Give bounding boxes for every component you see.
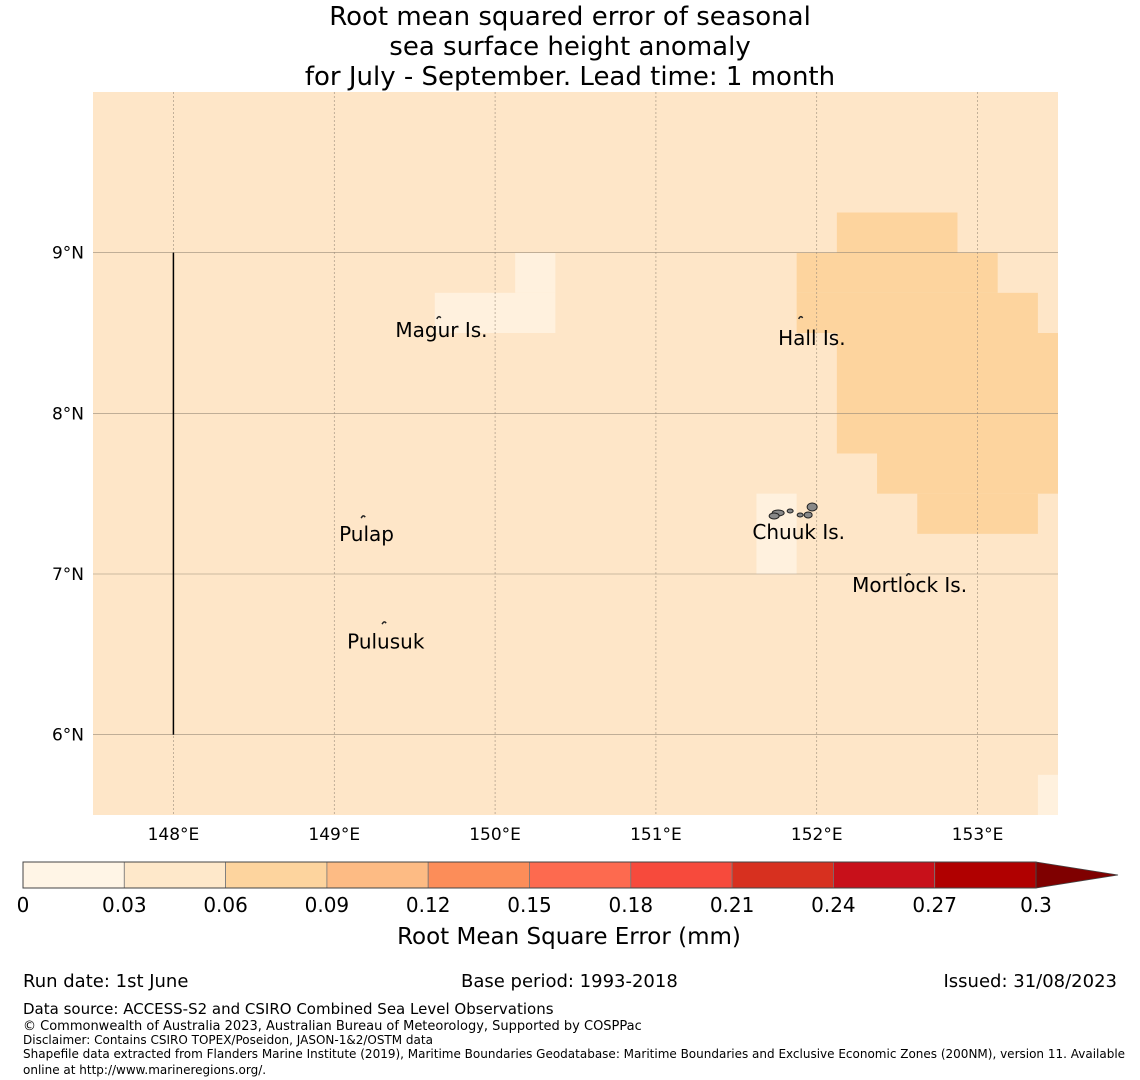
lat-tick-label: 7°N bbox=[52, 565, 84, 585]
lon-tick-label: 151°E bbox=[630, 825, 682, 845]
island-shape bbox=[797, 315, 804, 320]
copyright: © Commonwealth of Australia 2023, Austra… bbox=[23, 1019, 642, 1034]
rmse-cell-high bbox=[836, 212, 958, 253]
disclaimer: Disclaimer: Contains CSIRO TOPEX/Poseido… bbox=[23, 1033, 433, 1047]
colorbar-tick-label: 0.21 bbox=[710, 893, 755, 917]
island-shape bbox=[806, 502, 818, 512]
colorbar: 0 0.03 0.06 0.09 0.12 0.15 0.18 0.21 0.24 0.27 0.3… bbox=[17, 861, 1119, 950]
colorbar-tick-label: 0.15 bbox=[507, 893, 552, 917]
island-shape bbox=[768, 512, 780, 520]
colorbar-segment bbox=[529, 861, 632, 889]
island-label: Mortlock Is. bbox=[852, 573, 967, 597]
island-shape bbox=[796, 512, 804, 518]
island-shape bbox=[436, 315, 442, 320]
island-shape bbox=[360, 515, 366, 519]
title-line-1: Root mean squared error of seasonal bbox=[329, 2, 811, 32]
lat-tick-label: 8°N bbox=[52, 404, 84, 424]
island-label: Magur Is. bbox=[395, 318, 487, 342]
rmse-cell-high bbox=[836, 333, 1058, 454]
colorbar-frame bbox=[22, 861, 1037, 889]
lon-tick-label: 152°E bbox=[791, 825, 843, 845]
lon-tick-label: 150°E bbox=[469, 825, 521, 845]
footer-notes: Data source: ACCESS-S2 and CSIRO Combine… bbox=[23, 1000, 1133, 1078]
colorbar-segment bbox=[123, 861, 227, 889]
colorbar-tick-label: 0.3 bbox=[1020, 893, 1052, 917]
map-plot-area: 148°E 149°E 150°E 151°E 152°E 153°E 9°N 8°N 7°N 6… bbox=[52, 92, 1058, 845]
island-label: Hall Is. bbox=[778, 326, 845, 350]
colorbar-tick-label: 0.06 bbox=[203, 893, 248, 917]
colorbar-tick-label: 0.27 bbox=[912, 893, 957, 917]
map-figure: 148°E 149°E 150°E 151°E 152°E 153°E 9°N 8°N 7°N 6… bbox=[17, 92, 1119, 950]
colorbar-segment bbox=[731, 861, 834, 889]
island-label: Pulap bbox=[339, 522, 394, 546]
lon-tick-label: 149°E bbox=[308, 825, 360, 845]
run-date: Run date: 1st June bbox=[23, 971, 189, 992]
colorbar-segment bbox=[427, 861, 530, 889]
rmse-cell-low bbox=[756, 493, 797, 575]
base-period: Base period: 1993-2018 bbox=[461, 971, 678, 992]
island-shape bbox=[905, 572, 912, 577]
island-label: Chuuk Is. bbox=[752, 520, 845, 544]
colorbar-tick-label: 0.03 bbox=[102, 893, 147, 917]
title-line-3: for July - September. Lead time: 1 month bbox=[304, 62, 836, 92]
issued-date: Issued: 31/08/2023 bbox=[943, 971, 1117, 992]
colorbar-segment bbox=[833, 861, 936, 889]
shapefile-credit: Shapefile data extracted from Flanders M… bbox=[23, 1047, 1126, 1077]
colorbar-segment bbox=[630, 861, 733, 889]
colorbar-tick-label: 0.12 bbox=[406, 893, 451, 917]
rmse-cell-low bbox=[515, 252, 556, 293]
colorbar-label: Root Mean Square Error (mm) bbox=[397, 924, 741, 950]
colorbar-tick-label: 0.18 bbox=[609, 893, 654, 917]
colorbar-tick-label: 0.09 bbox=[305, 893, 350, 917]
colorbar-segment bbox=[326, 861, 429, 889]
lat-tick-label: 9°N bbox=[52, 244, 84, 264]
lon-tick-label: 153°E bbox=[952, 825, 1004, 845]
colorbar-tick-label: 0 bbox=[17, 893, 30, 917]
chart-title: Root mean squared error of seasonal sea … bbox=[0, 2, 1140, 92]
rmse-cell-high bbox=[796, 292, 1038, 333]
island-shape bbox=[803, 511, 813, 519]
island-shape bbox=[786, 508, 794, 514]
lon-tick-label: 148°E bbox=[148, 825, 200, 845]
data-source: Data source: ACCESS-S2 and CSIRO Combine… bbox=[23, 1000, 554, 1018]
colorbar-segment bbox=[22, 861, 125, 889]
island-shape bbox=[381, 621, 387, 625]
rmse-cell-low bbox=[1037, 774, 1058, 815]
rmse-cell-high bbox=[796, 252, 998, 293]
title-line-2: sea surface height anomaly bbox=[389, 32, 751, 62]
colorbar-segment bbox=[225, 861, 328, 889]
rmse-cell-high bbox=[877, 453, 1058, 494]
colorbar-tick-label: 0.24 bbox=[811, 893, 856, 917]
colorbar-segment bbox=[934, 861, 1037, 889]
colorbar-extend-arrow bbox=[1035, 861, 1119, 889]
lat-tick-label: 6°N bbox=[52, 726, 84, 746]
island-label: Pulusuk bbox=[347, 629, 425, 653]
